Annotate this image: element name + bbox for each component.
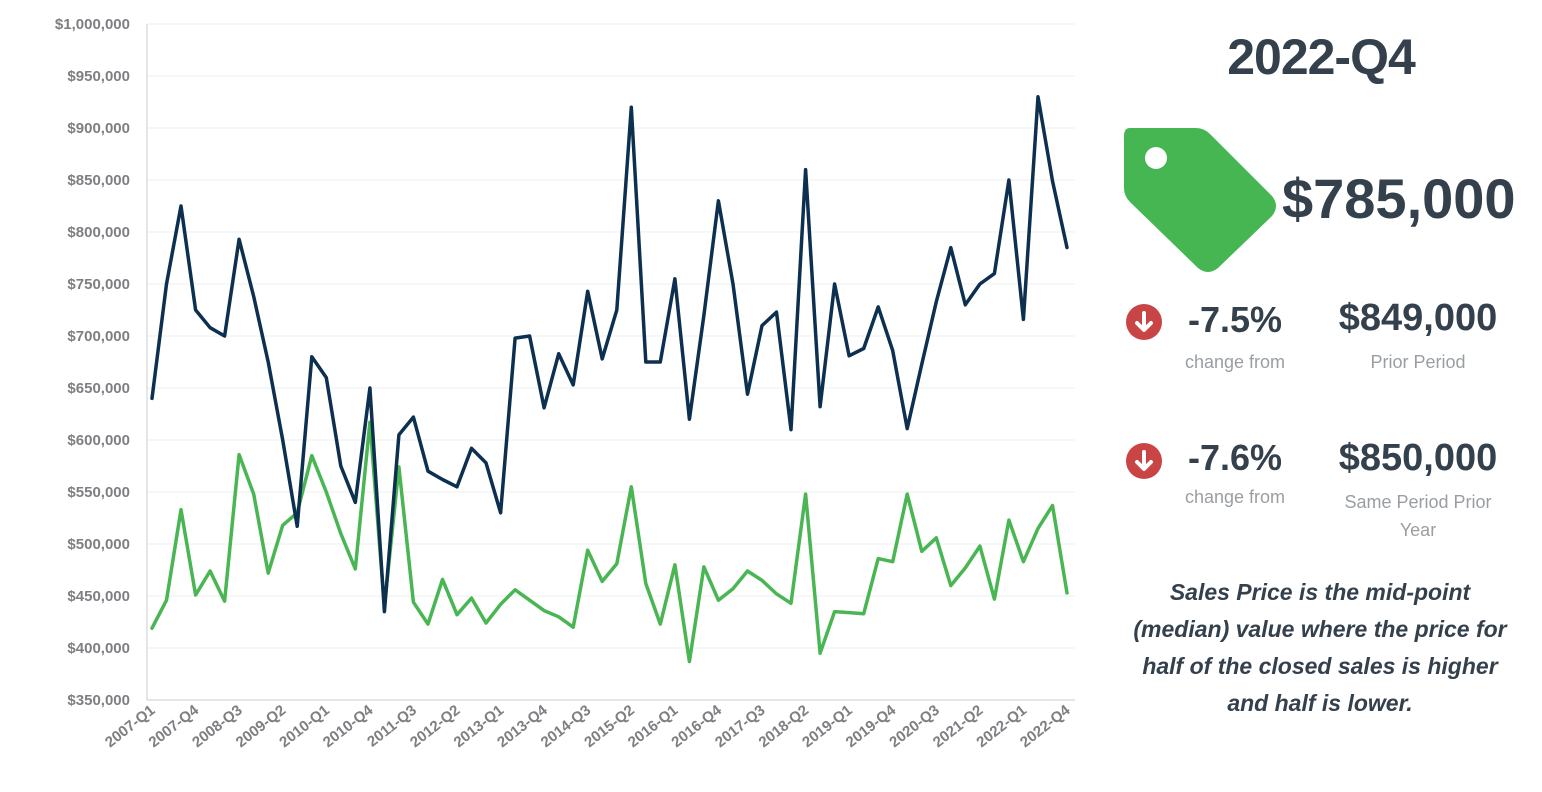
prior-change-label: change from — [1184, 352, 1286, 372]
prior-period-label: Prior Period — [1370, 352, 1466, 372]
y-tick-label: $800,000 — [67, 224, 130, 241]
y-tick-label: $550,000 — [67, 484, 130, 501]
x-axis-ticks: 2007-Q12007-Q42008-Q32009-Q22010-Q12010-… — [102, 701, 1074, 751]
note-line: (median) value where the price for — [1133, 616, 1507, 642]
year-amount-label-1: Same Period Prior — [1344, 492, 1492, 512]
y-tick-label: $450,000 — [67, 588, 130, 605]
y-axis-ticks: $1,000,000 $950,000 $900,000 $850,000 $800,0… — [55, 16, 130, 709]
note-line: Sales Price is the mid-point — [1169, 579, 1471, 605]
series-lines — [150, 95, 1069, 664]
y-tick-label: $400,000 — [67, 640, 130, 657]
year-change: -7.6% — [1187, 437, 1283, 478]
current-price: $785,000 — [1282, 167, 1516, 230]
y-tick-label: $750,000 — [67, 276, 130, 293]
y-tick-label: $950,000 — [67, 68, 130, 85]
y-tick-label: $500,000 — [67, 536, 130, 553]
explanation-note: Sales Price is the mid-point (median) va… — [1114, 574, 1526, 722]
y-tick-label: $850,000 — [67, 172, 130, 189]
series-line-secondary — [150, 420, 1069, 664]
price-tag-icon — [1124, 128, 1276, 272]
year-amount: $850,000 — [1338, 437, 1498, 479]
x-tick-label: 2022-Q4 — [1017, 701, 1074, 751]
series-line-sales-price — [150, 95, 1069, 614]
year-amount-label-2: Year — [1399, 520, 1437, 540]
y-tick-label: $650,000 — [67, 380, 130, 397]
down-arrow-icon — [1126, 443, 1162, 479]
sales-price-chart: $1,000,000 $950,000 $900,000 $850,000 $800,0… — [55, 16, 1075, 751]
year-change-label: change from — [1184, 487, 1286, 507]
note-line: half of the closed sales is higher — [1142, 653, 1498, 679]
summary-panel: 2022-Q4 $785,000 -7.5% change from $849,… — [1100, 0, 1542, 792]
y-tick-label: $700,000 — [67, 328, 130, 345]
down-arrow-icon — [1126, 304, 1162, 340]
y-tick-label: $350,000 — [67, 692, 130, 709]
y-tick-label: $600,000 — [67, 432, 130, 449]
y-tick-label: $900,000 — [67, 120, 130, 137]
prior-period-amount: $849,000 — [1338, 297, 1498, 339]
note-line: and half is lower. — [1227, 690, 1413, 716]
prior-period-change: -7.5% — [1187, 299, 1283, 340]
gridlines — [147, 23, 1075, 649]
y-tick-label: $1,000,000 — [55, 16, 130, 33]
period-title: 2022-Q4 — [1227, 29, 1416, 85]
